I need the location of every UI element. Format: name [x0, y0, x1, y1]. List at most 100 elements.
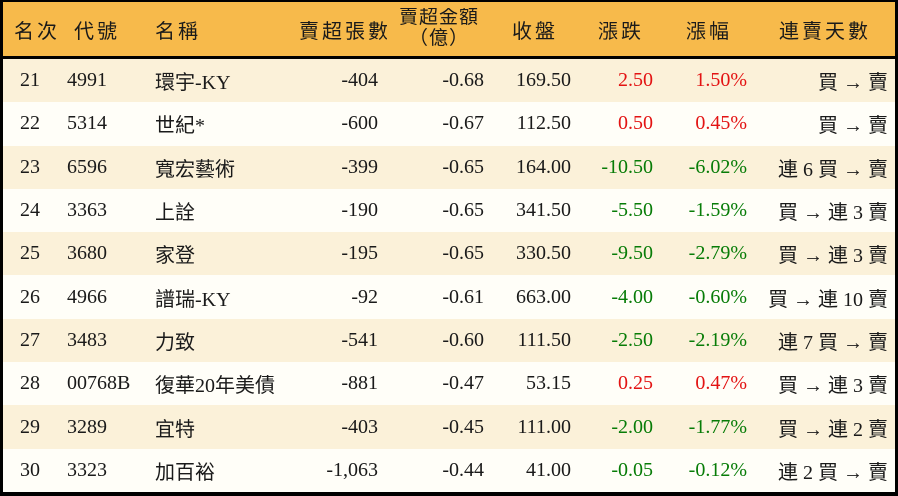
- cell-sell-amount: -0.65: [442, 199, 484, 222]
- table-row: 30 3323 加百裕 -1,063 -0.44 41.00 -0.05 -0.12% 連 2 …: [3, 448, 895, 492]
- cell-sell-volume: -541: [341, 328, 378, 351]
- cell-sell-amount: -0.67: [442, 112, 484, 135]
- cell-close: 169.50: [516, 69, 571, 92]
- cell-sell-volume: -881: [341, 372, 378, 395]
- cell-rank: 23: [20, 155, 40, 178]
- cell-rank: 22: [20, 112, 40, 135]
- cell-sell-amount: -0.47: [442, 372, 484, 395]
- cell-sell-volume: -92: [351, 285, 378, 308]
- cell-code: 3289: [67, 415, 107, 438]
- cell-close: 112.50: [516, 112, 571, 135]
- cell-sell-volume: -600: [341, 112, 378, 135]
- table-body: 21 4991 環宇-KY -404 -0.68 169.50 2.50 1.50% 買 → 賣…: [3, 59, 895, 492]
- table-row: 29 3289 宜特 -403 -0.45 111.00 -2.00 -1.77% 買 → 連 …: [3, 405, 895, 449]
- table-row: 28 00768B 復華20年美債 -881 -0.47 53.15 0.25 0.47% 買 …: [3, 362, 895, 406]
- cell-close: 164.00: [516, 155, 571, 178]
- cell-code: 3680: [67, 242, 107, 265]
- table-row: 27 3483 力致 -541 -0.60 111.50 -2.50 -2.19% 連 7 買 …: [3, 318, 895, 363]
- cell-change-pct: -0.60%: [688, 285, 747, 308]
- cell-name: 譜瑞-KY: [155, 288, 231, 311]
- cell-streak: 買 → 賣: [818, 72, 888, 95]
- cell-code: 4991: [67, 69, 107, 92]
- header-sell-volume: 賣超張數: [299, 20, 387, 43]
- cell-close: 111.50: [517, 328, 571, 351]
- cell-sell-volume: -1,063: [326, 458, 378, 481]
- cell-change-pct: 1.50%: [695, 69, 747, 92]
- cell-name: 寬宏藝術: [155, 158, 235, 181]
- table-header-row: 名次 代號 名稱 賣超張數 賣超金額 （億） 收盤 漲跌 漲幅 連賣天數: [3, 2, 895, 59]
- header-rank: 名次: [14, 20, 60, 43]
- cell-code: 3323: [67, 458, 107, 481]
- cell-change: -2.00: [611, 415, 653, 438]
- cell-rank: 21: [20, 69, 40, 92]
- cell-close: 330.50: [516, 242, 571, 265]
- cell-change-pct: -1.77%: [688, 415, 747, 438]
- header-name: 名稱: [155, 20, 201, 43]
- cell-name: 家登: [155, 245, 195, 268]
- cell-code: 6596: [67, 155, 107, 178]
- table-row: 22 5314 世紀* -600 -0.67 112.50 0.50 0.45% 買 → 賣: [3, 102, 895, 146]
- cell-change: -4.00: [611, 285, 653, 308]
- header-streak: 連賣天數: [779, 20, 871, 43]
- cell-streak: 買 → 賣: [818, 115, 888, 138]
- cell-change: -2.50: [611, 328, 653, 351]
- cell-rank: 29: [20, 415, 40, 438]
- cell-sell-volume: -399: [341, 155, 378, 178]
- cell-code: 4966: [67, 285, 107, 308]
- cell-code: 3483: [67, 328, 107, 351]
- cell-name: 復華20年美債: [155, 375, 275, 398]
- cell-change-pct: 0.45%: [695, 112, 747, 135]
- cell-streak: 連 7 買 → 賣: [778, 331, 888, 354]
- cell-close: 663.00: [516, 285, 571, 308]
- cell-streak: 買 → 連 3 賣: [778, 202, 888, 225]
- cell-change: -10.50: [601, 155, 653, 178]
- cell-close: 41.00: [526, 458, 571, 481]
- cell-sell-amount: -0.65: [442, 155, 484, 178]
- cell-sell-amount: -0.68: [442, 69, 484, 92]
- table-row: 24 3363 上詮 -190 -0.65 341.50 -5.50 -1.59% 買 → 連 …: [3, 188, 895, 233]
- cell-change-pct: -2.79%: [688, 242, 747, 265]
- cell-code: 00768B: [67, 372, 131, 395]
- cell-close: 111.00: [517, 415, 571, 438]
- cell-change-pct: -1.59%: [688, 199, 747, 222]
- cell-sell-volume: -403: [341, 415, 378, 438]
- table-row: 23 6596 寬宏藝術 -399 -0.65 164.00 -10.50 -6.02% 連 6…: [3, 145, 895, 189]
- cell-sell-volume: -190: [341, 199, 378, 222]
- cell-rank: 28: [20, 372, 40, 395]
- cell-change: -9.50: [611, 242, 653, 265]
- cell-change-pct: -6.02%: [688, 155, 747, 178]
- cell-name: 世紀*: [155, 115, 205, 138]
- cell-sell-volume: -195: [341, 242, 378, 265]
- cell-sell-amount: -0.60: [442, 328, 484, 351]
- header-change: 漲跌: [598, 20, 644, 43]
- header-sell-amount: 賣超金額 （億）: [387, 8, 491, 50]
- cell-change: 0.25: [618, 372, 653, 395]
- cell-change: -5.50: [611, 199, 653, 222]
- cell-change: 0.50: [618, 112, 653, 135]
- header-change-pct: 漲幅: [686, 20, 732, 43]
- cell-name: 環宇-KY: [155, 72, 231, 95]
- header-code: 代號: [74, 20, 120, 43]
- cell-streak: 買 → 連 2 賣: [778, 418, 888, 441]
- cell-streak: 買 → 連 10 賣: [768, 288, 888, 311]
- cell-change-pct: -2.19%: [688, 328, 747, 351]
- cell-code: 3363: [67, 199, 107, 222]
- header-close: 收盤: [512, 20, 558, 43]
- cell-rank: 27: [20, 328, 40, 351]
- cell-streak: 連 2 買 → 賣: [778, 461, 888, 484]
- cell-sell-volume: -404: [341, 69, 378, 92]
- cell-rank: 24: [20, 199, 40, 222]
- cell-code: 5314: [67, 112, 107, 135]
- cell-streak: 買 → 連 3 賣: [778, 375, 888, 398]
- header-sell-amount-line2: （億）: [408, 28, 469, 49]
- cell-close: 53.15: [526, 372, 571, 395]
- cell-streak: 買 → 連 3 賣: [778, 245, 888, 268]
- cell-name: 力致: [155, 331, 195, 354]
- cell-close: 341.50: [516, 199, 571, 222]
- cell-change: -0.05: [611, 458, 653, 481]
- cell-name: 加百裕: [155, 461, 215, 484]
- cell-rank: 25: [20, 242, 40, 265]
- table-row: 21 4991 環宇-KY -404 -0.68 169.50 2.50 1.50% 買 → 賣: [3, 59, 895, 103]
- cell-change-pct: 0.47%: [695, 372, 747, 395]
